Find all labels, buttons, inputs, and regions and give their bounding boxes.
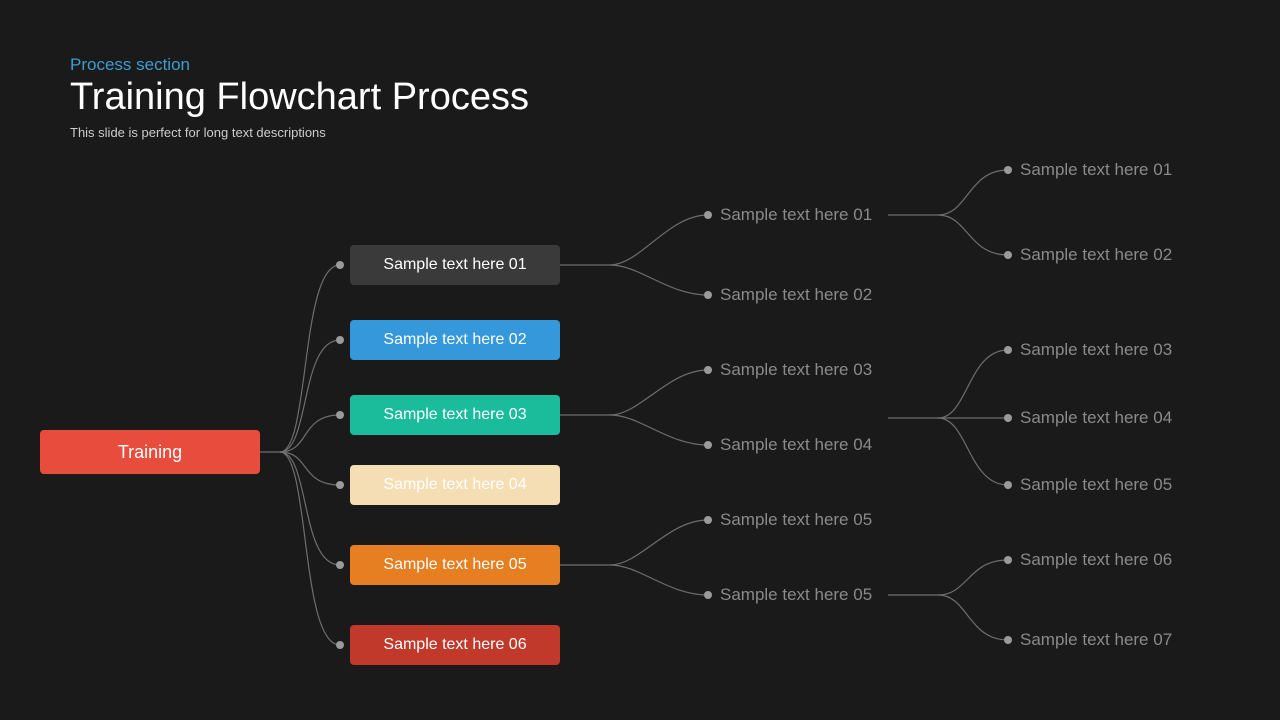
flowchart-level3-label: Sample text here 07 — [1020, 630, 1172, 650]
connector-dot — [1004, 481, 1012, 489]
flowchart-level1-node: Sample text here 01 — [350, 245, 560, 285]
flowchart-level3-label: Sample text here 02 — [1020, 245, 1172, 265]
connector-dot — [704, 441, 712, 449]
flowchart-level2-label: Sample text here 05 — [720, 585, 872, 605]
connector-dot — [1004, 251, 1012, 259]
flowchart-level3-label: Sample text here 01 — [1020, 160, 1172, 180]
section-label: Process section — [70, 55, 529, 75]
flowchart-level2-label: Sample text here 04 — [720, 435, 872, 455]
connector-dot — [704, 591, 712, 599]
flowchart-level2-label: Sample text here 01 — [720, 205, 872, 225]
flowchart-level3-label: Sample text here 04 — [1020, 408, 1172, 428]
flowchart-level3-label: Sample text here 06 — [1020, 550, 1172, 570]
connector-dot — [1004, 166, 1012, 174]
flowchart-level1-node: Sample text here 05 — [350, 545, 560, 585]
flowchart-level2-label: Sample text here 03 — [720, 360, 872, 380]
connector-dot — [336, 261, 344, 269]
connector-dot — [336, 561, 344, 569]
connector-dot — [704, 366, 712, 374]
connector-dot — [336, 411, 344, 419]
flowchart-level1-node: Sample text here 02 — [350, 320, 560, 360]
slide-title: Training Flowchart Process — [70, 77, 529, 119]
connector-dot — [1004, 414, 1012, 422]
flowchart-level3-label: Sample text here 05 — [1020, 475, 1172, 495]
connector-dot — [1004, 346, 1012, 354]
flowchart-level2-label: Sample text here 02 — [720, 285, 872, 305]
slide-subtitle: This slide is perfect for long text desc… — [70, 125, 529, 140]
flowchart-level1-node: Sample text here 04 — [350, 465, 560, 505]
connector-dot — [336, 336, 344, 344]
flowchart-level2-label: Sample text here 05 — [720, 510, 872, 530]
connector-dot — [1004, 556, 1012, 564]
connector-dot — [704, 211, 712, 219]
flowchart-level1-node: Sample text here 03 — [350, 395, 560, 435]
connector-dot — [1004, 636, 1012, 644]
connector-dot — [336, 481, 344, 489]
connector-dot — [704, 516, 712, 524]
flowchart-level3-label: Sample text here 03 — [1020, 340, 1172, 360]
connector-dot — [336, 641, 344, 649]
connector-dot — [704, 291, 712, 299]
flowchart-root-node: Training — [40, 430, 260, 474]
flowchart-level1-node: Sample text here 06 — [350, 625, 560, 665]
slide-header: Process section Training Flowchart Proce… — [70, 55, 529, 140]
